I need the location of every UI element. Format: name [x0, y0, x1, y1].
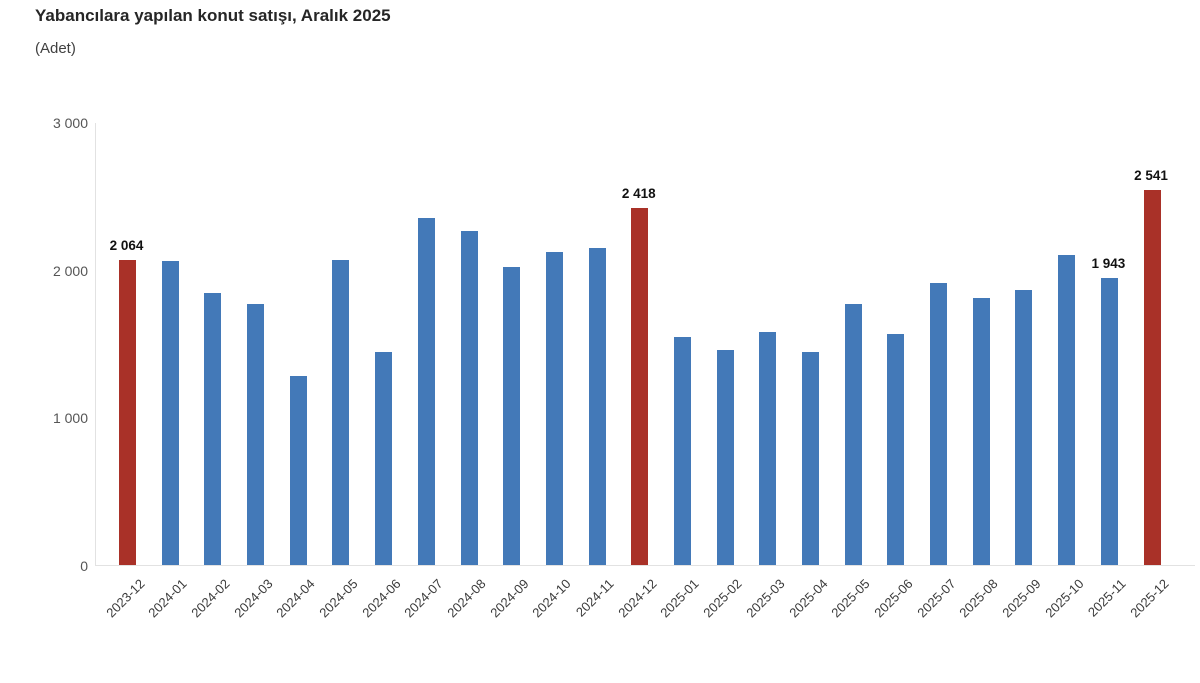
- x-tick-label-2024-04: 2024-04: [273, 576, 318, 621]
- chart-title: Yabancılara yapılan konut satışı, Aralık…: [35, 6, 391, 25]
- x-tick-label-2025-04: 2025-04: [785, 576, 831, 621]
- bar-value-label-2025-12: 2 541: [1134, 167, 1168, 183]
- bar-2024-04[interactable]: [289, 376, 307, 565]
- bar-2024-11[interactable]: [588, 247, 606, 565]
- bar-2024-02[interactable]: [204, 293, 222, 565]
- bar-value-label-2025-11: 1 943: [1091, 256, 1126, 272]
- y-tick-label-1000: 1 000: [52, 410, 88, 427]
- bar-2024-10[interactable]: [545, 251, 563, 565]
- x-tick-label-2024-03: 2024-03: [230, 576, 276, 621]
- bar-value-label-2023-12: 2 064: [109, 238, 144, 254]
- bar-2023-12[interactable]: [119, 260, 136, 565]
- bar-2025-11[interactable]: [1100, 278, 1118, 565]
- x-tick-label-2024-02: 2024-02: [188, 576, 233, 621]
- x-tick-label-2025-06: 2025-06: [871, 576, 916, 621]
- x-tick-label-2024-10: 2024-10: [529, 576, 574, 621]
- bar-2024-03[interactable]: [247, 303, 265, 565]
- x-tick-label-2024-09: 2024-09: [486, 576, 532, 621]
- bar-2025-04[interactable]: [802, 352, 820, 565]
- x-tick-label-2025-05: 2025-05: [828, 576, 873, 621]
- bar-2025-08[interactable]: [972, 298, 990, 565]
- bar-2025-05[interactable]: [844, 303, 862, 565]
- bar-2024-09[interactable]: [503, 266, 521, 565]
- y-tick-label-2000: 2 000: [52, 262, 88, 279]
- bar-2025-12[interactable]: [1143, 189, 1161, 565]
- bar-2024-01[interactable]: [161, 260, 179, 565]
- plot-area: [95, 123, 1195, 566]
- x-tick-label-2025-01: 2025-01: [657, 576, 703, 621]
- x-tick-label-2024-07: 2024-07: [401, 576, 446, 621]
- bar-2025-07[interactable]: [930, 282, 948, 565]
- x-tick-label-2025-03: 2025-03: [743, 576, 788, 621]
- y-tick-label-3000: 3 000: [52, 115, 88, 131]
- bar-2024-05[interactable]: [332, 260, 350, 565]
- x-tick-label-2025-09: 2025-09: [999, 576, 1044, 621]
- x-tick-label-2025-10: 2025-10: [1041, 576, 1087, 621]
- x-tick-label-2024-12: 2024-12: [615, 576, 660, 621]
- bar-2024-06[interactable]: [375, 352, 393, 565]
- bar-2025-09[interactable]: [1015, 290, 1033, 565]
- x-tick-label-2024-05: 2024-05: [316, 576, 361, 621]
- bar-value-label-2024-12: 2 418: [621, 185, 656, 201]
- bar-2025-10[interactable]: [1058, 254, 1076, 565]
- bar-2024-08[interactable]: [460, 231, 478, 565]
- x-tick-label-2023-12: 2023-12: [102, 576, 148, 621]
- x-tick-label-2025-08: 2025-08: [956, 576, 1001, 621]
- x-tick-label-2024-11: 2024-11: [573, 576, 617, 620]
- chart-subtitle: (Adet): [35, 40, 76, 57]
- y-tick-label-0: 0: [80, 558, 88, 574]
- x-tick-label-2024-08: 2024-08: [444, 576, 489, 621]
- x-tick-label-2024-06: 2024-06: [358, 576, 404, 621]
- bar-2024-12[interactable]: [631, 207, 649, 565]
- bar-2025-01[interactable]: [673, 336, 691, 565]
- bar-2025-06[interactable]: [887, 333, 905, 565]
- bar-2025-02[interactable]: [716, 350, 734, 565]
- x-tick-label-2024-01: 2024-01: [145, 576, 190, 621]
- x-tick-label-2025-11: 2025-11: [1085, 576, 1129, 620]
- bar-2024-07[interactable]: [417, 217, 435, 565]
- x-tick-label-2025-07: 2025-07: [913, 576, 959, 621]
- bar-2025-03[interactable]: [759, 332, 777, 565]
- x-tick-label-2025-02: 2025-02: [700, 576, 745, 621]
- x-tick-label-2025-12: 2025-12: [1127, 576, 1172, 621]
